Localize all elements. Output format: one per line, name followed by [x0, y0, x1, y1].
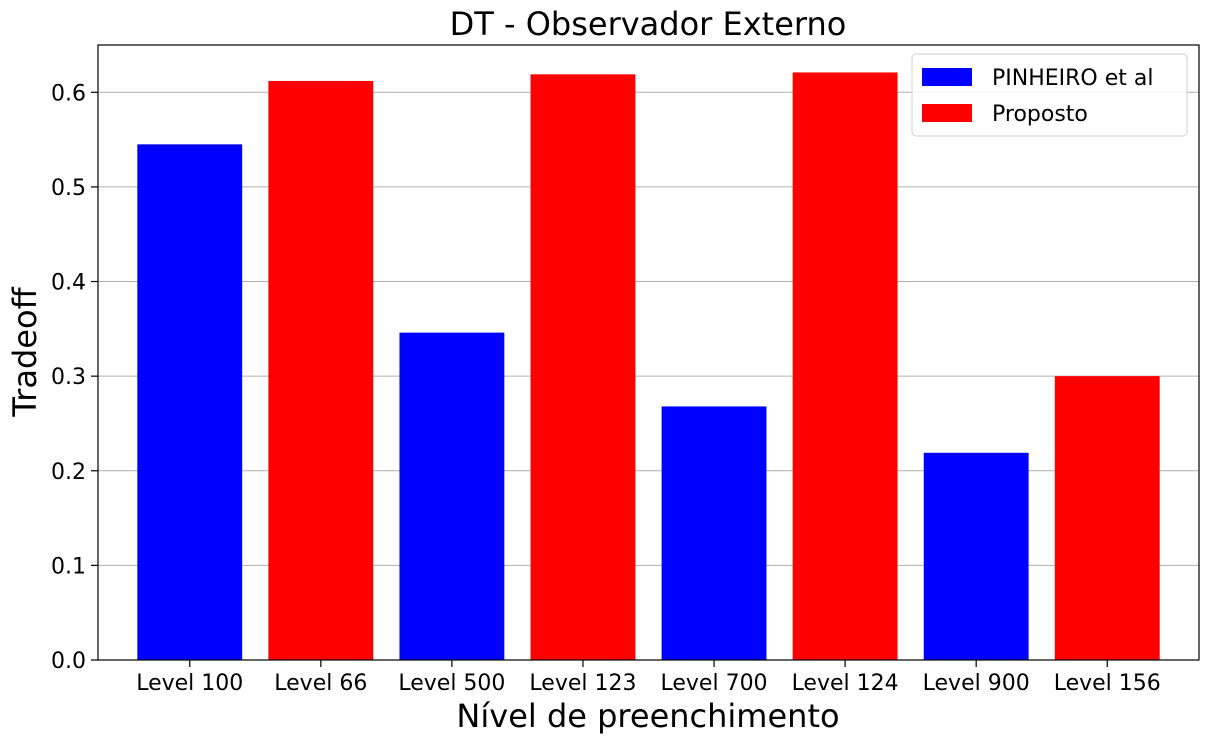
x-axis-ticks: Level 100 Level 66 Level 500 Level 123 Level…: [136, 660, 1161, 696]
y-axis-label: Tradeoff: [6, 286, 44, 417]
legend-label-proposto: Proposto: [992, 102, 1088, 127]
legend-swatch-pinheiro: [922, 68, 972, 86]
bars: [137, 72, 1160, 661]
legend-box: [911, 53, 1188, 137]
legend-swatch-proposto: [922, 104, 972, 122]
y-tick-label: 0.4: [51, 271, 86, 296]
plot-frame: [97, 44, 1200, 661]
y-tick-label: 0.3: [51, 365, 86, 390]
x-axis-label: Nível de preenchimento: [456, 697, 839, 735]
bar-pinheiro: [137, 144, 243, 660]
chart-title: DT - Observador Externo: [450, 5, 847, 43]
legend: PINHEIRO et al Proposto: [911, 53, 1188, 137]
x-tick-label: Level 700: [661, 671, 768, 696]
bar-proposto: [792, 72, 898, 660]
bar-pinheiro: [661, 406, 767, 660]
y-axis-ticks: 0.0 0.1 0.2 0.3 0.4 0.5 0.6: [51, 81, 98, 674]
y-tick-label: 0.2: [51, 460, 86, 485]
gridlines: [98, 91, 1199, 566]
y-tick-label: 0.6: [51, 81, 86, 106]
x-tick-label: Level 123: [529, 671, 636, 696]
y-tick-label: 0.0: [51, 649, 86, 674]
y-tick-label: 0.5: [51, 176, 86, 201]
legend-label-pinheiro: PINHEIRO et al: [992, 66, 1154, 91]
x-tick-label: Level 124: [792, 671, 899, 696]
x-tick-label: Level 66: [274, 671, 367, 696]
y-tick-label: 0.1: [51, 554, 86, 579]
bar-pinheiro: [399, 332, 505, 660]
x-tick-label: Level 156: [1054, 671, 1161, 696]
bar-proposto: [530, 74, 636, 661]
x-tick-label: Level 100: [136, 671, 243, 696]
bar-pinheiro: [923, 452, 1029, 660]
x-tick-label: Level 500: [398, 671, 505, 696]
bar-proposto: [1054, 376, 1160, 660]
bar-proposto: [268, 80, 374, 660]
x-tick-label: Level 900: [923, 671, 1030, 696]
